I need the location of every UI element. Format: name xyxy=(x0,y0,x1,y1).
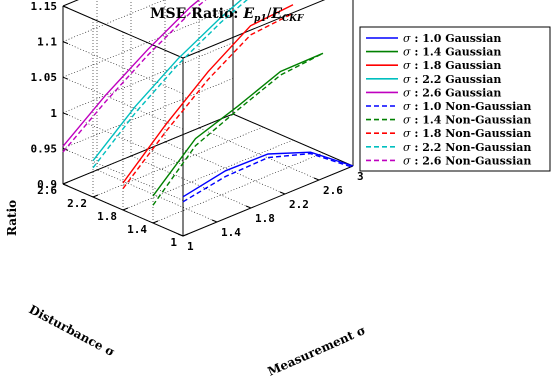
x-tick-label: 1.8 xyxy=(255,212,275,225)
z-tick-label: 0.9 xyxy=(37,178,57,191)
z-tick-mark xyxy=(63,42,68,44)
z-tick-mark xyxy=(63,113,68,115)
legend-entry: σ : 2.2 Non-Gaussian xyxy=(403,141,531,154)
x-tick-mark xyxy=(212,220,217,222)
x-tick-mark xyxy=(178,234,183,236)
grid-line xyxy=(63,78,233,148)
x-tick-label: 2.6 xyxy=(323,184,343,197)
y-axis-label: Disturbance σ xyxy=(27,302,118,359)
x-tick-mark xyxy=(314,178,319,180)
y-tick-label: 1.4 xyxy=(127,223,147,236)
z-tick-mark xyxy=(63,6,68,8)
legend-entry: σ : 1.4 Non-Gaussian xyxy=(403,114,531,127)
z-tick-mark xyxy=(63,184,68,186)
y-tick-label: 1 xyxy=(170,236,177,249)
chart-title: MSE Ratio: Ep1/ECKF xyxy=(150,6,304,24)
z-tick-label: 1.05 xyxy=(31,71,58,84)
series-line-nongaussian-1.8 xyxy=(123,13,293,188)
z-tick-label: 1 xyxy=(50,107,57,120)
series-line-gaussian-1.8 xyxy=(123,5,293,183)
y-tick-mark xyxy=(183,234,188,236)
legend-entry: σ : 1.0 Gaussian xyxy=(403,32,501,45)
y-tick-mark xyxy=(153,221,158,223)
legend-entry: σ : 1.8 Gaussian xyxy=(403,59,501,72)
z-tick-label: 0.95 xyxy=(31,142,58,155)
z-tick-mark xyxy=(63,77,68,79)
y-tick-mark xyxy=(123,208,128,210)
z-tick-label: 1.1 xyxy=(37,36,57,49)
legend-entry: σ : 1.8 Non-Gaussian xyxy=(403,127,531,140)
y-tick-mark xyxy=(93,195,98,197)
z-axis-label: Ratio xyxy=(5,200,19,236)
x-tick-label: 1 xyxy=(187,240,194,253)
x-tick-label: 3 xyxy=(357,170,364,183)
grid-line xyxy=(63,42,183,94)
x-axis-label: Measurement σ xyxy=(266,323,368,379)
x-tick-mark xyxy=(280,192,285,194)
series-line-gaussian-1.4 xyxy=(153,53,323,196)
tick-labels: 11.41.82.22.6311.41.82.22.60.90.9511.051… xyxy=(31,0,364,253)
grid-lines xyxy=(63,0,353,236)
legend-entry: σ : 2.2 Gaussian xyxy=(403,73,501,86)
axes-box xyxy=(63,0,353,236)
z-tick-label: 1.15 xyxy=(31,0,58,13)
legend-entry: σ : 1.0 Non-Gaussian xyxy=(403,100,531,113)
x-tick-mark xyxy=(246,206,251,208)
y-tick-label: 1.8 xyxy=(97,210,117,223)
y-tick-mark xyxy=(63,182,68,184)
x-tick-label: 2.2 xyxy=(289,198,309,211)
y-tick-label: 2.2 xyxy=(67,197,87,210)
legend-entry: σ : 1.4 Gaussian xyxy=(403,46,501,59)
x-tick-label: 1.4 xyxy=(221,226,241,239)
grid-line xyxy=(123,140,293,210)
grid-line xyxy=(153,153,323,223)
series-line-nongaussian-1.4 xyxy=(153,53,323,205)
legend-entry: σ : 2.6 Non-Gaussian xyxy=(403,154,531,167)
grid-line xyxy=(63,43,233,113)
grid-line xyxy=(131,156,251,208)
legend-entry: σ : 2.6 Gaussian xyxy=(403,86,501,99)
